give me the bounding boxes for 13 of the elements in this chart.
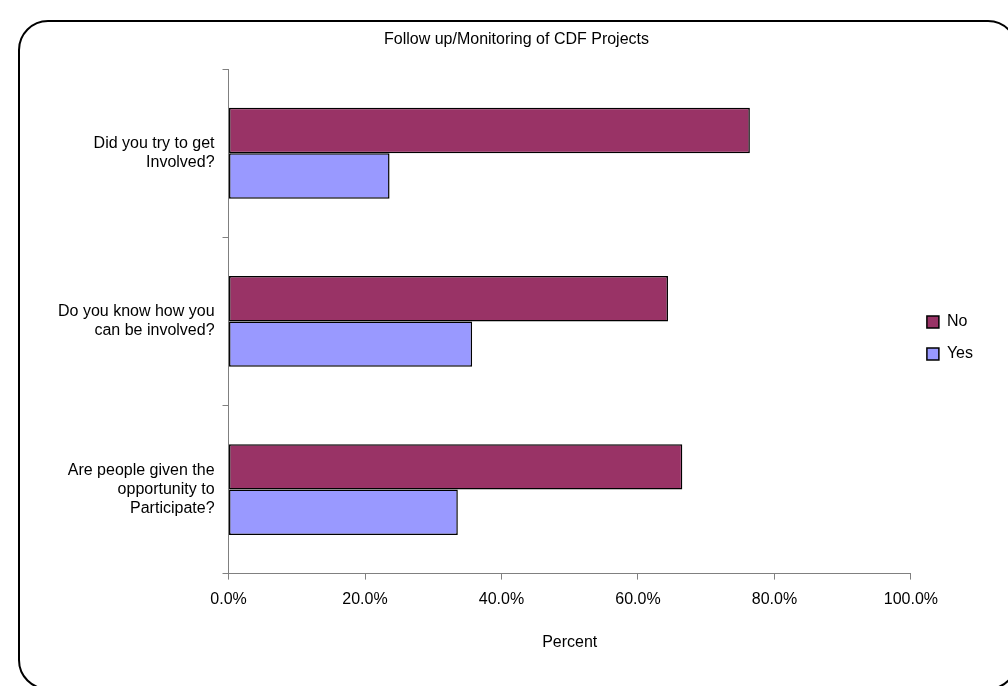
chart-title: Follow up/Monitoring of CDF Projects: [384, 30, 649, 48]
x-tick-label: 100.0%: [883, 589, 939, 607]
x-tick-label: 60.0%: [615, 589, 661, 607]
x-tick-label: 20.0%: [342, 589, 388, 607]
x-tick-label: 0.0%: [210, 589, 247, 607]
x-tick-label: 80.0%: [751, 589, 798, 607]
x-axis-title: Percent: [542, 632, 598, 650]
x-tick-label: 40.0%: [478, 589, 525, 607]
legend-label: Yes: [946, 344, 974, 362]
legend-label: No: [946, 312, 968, 330]
y-tick-label: Do you know how you can be involved?: [58, 302, 215, 339]
y-tick-label: Are people given the opportunity to Participate?: [67, 460, 215, 517]
y-tick-label: Did you try to get Involved?: [93, 134, 216, 171]
